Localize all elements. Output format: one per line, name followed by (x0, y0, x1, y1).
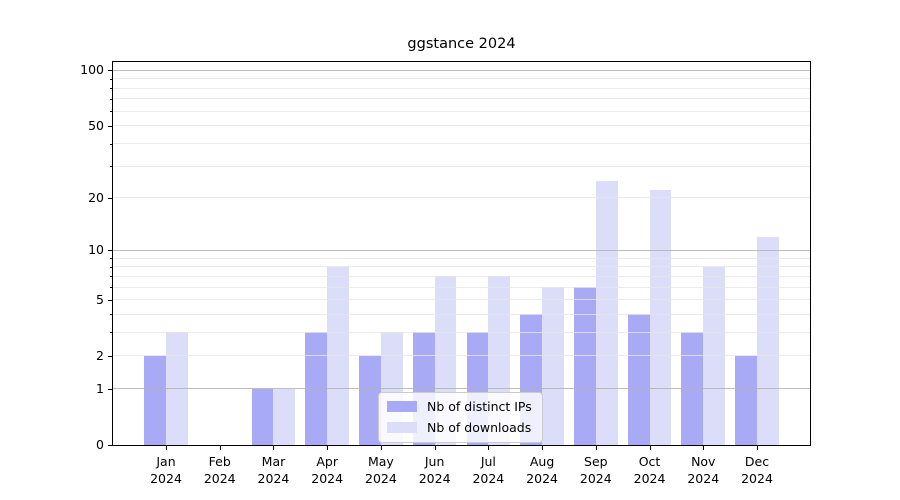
bar-downloads-mar (273, 388, 296, 445)
major-gridline (113, 69, 810, 71)
x-tick-label: Feb 2024 (203, 454, 236, 486)
minor-gridline (113, 286, 810, 288)
y-minor-tick (109, 332, 112, 334)
x-tick (166, 446, 167, 450)
y-minor-tick (109, 258, 112, 260)
y-minor-tick (109, 266, 112, 268)
y-tick-label: 50 (88, 117, 104, 133)
y-minor-tick (109, 276, 112, 278)
minor-gridline (113, 299, 810, 301)
legend-swatch-downloads-icon (387, 422, 417, 433)
x-tick (703, 446, 705, 450)
x-tick-label: Jul 2024 (472, 454, 505, 486)
x-tick (488, 446, 490, 450)
legend-label-downloads: Nb of downloads (427, 420, 532, 435)
x-tick (327, 446, 329, 450)
legend: Nb of distinct IPs Nb of downloads (378, 392, 543, 443)
y-minor-tick (109, 197, 112, 199)
minor-gridline (113, 355, 810, 357)
major-gridline (113, 249, 810, 251)
bar-distinct-ips-oct (627, 314, 650, 445)
x-tick-label: Mar 2024 (257, 454, 290, 486)
y-minor-tick (109, 125, 112, 127)
y-minor-tick (109, 299, 112, 301)
minor-gridline (113, 125, 810, 127)
y-tick-label: 100 (80, 62, 104, 78)
y-tick-label: 2 (96, 347, 104, 363)
x-tick (380, 446, 382, 450)
minor-gridline (113, 313, 810, 315)
minor-gridline (113, 257, 810, 259)
minor-gridline (113, 110, 810, 112)
minor-gridline (113, 143, 810, 145)
bar-distinct-ips-sep (574, 287, 596, 445)
y-tick-label: 10 (88, 242, 104, 258)
x-tick-label: Jun 2024 (418, 454, 451, 486)
bar-distinct-ips-jan (144, 355, 166, 445)
x-tick-label: Apr 2024 (311, 454, 344, 486)
y-tick (108, 388, 112, 390)
y-tick-label: 1 (96, 380, 104, 396)
bar-distinct-ips-mar (251, 388, 274, 445)
major-gridline (113, 388, 810, 390)
y-tick (108, 445, 112, 446)
minor-gridline (113, 165, 810, 167)
grid-layer (113, 62, 810, 445)
x-tick-label: Jan 2024 (150, 454, 182, 486)
y-minor-tick (109, 166, 112, 168)
legend-entry-distinct-ips: Nb of distinct IPs (387, 399, 532, 414)
minor-gridline (113, 266, 810, 268)
x-tick (219, 446, 221, 450)
x-tick (649, 446, 651, 450)
y-minor-tick (109, 143, 112, 145)
y-minor-tick (109, 98, 112, 100)
chart-title: ggstance 2024 (407, 36, 516, 52)
x-tick (542, 446, 544, 450)
legend-swatch-distinct-ips-icon (387, 401, 417, 412)
x-tick (434, 446, 436, 450)
x-tick-label: Oct 2024 (633, 454, 666, 486)
legend-entry-downloads: Nb of downloads (387, 420, 532, 435)
minor-gridline (113, 87, 810, 89)
x-tick-label: Dec 2024 (741, 454, 773, 486)
bar-distinct-ips-may (359, 355, 381, 445)
y-minor-tick (109, 287, 112, 289)
y-tick-label: 0 (96, 437, 104, 452)
x-tick-label: Aug 2024 (526, 454, 558, 486)
y-minor-tick (109, 88, 112, 90)
bar-downloads-sep (595, 180, 618, 445)
x-tick-label: May 2024 (365, 454, 397, 486)
y-minor-tick (109, 355, 112, 357)
x-tick-label: Nov 2024 (687, 454, 720, 486)
x-tick (757, 446, 758, 450)
bar-downloads-oct (649, 190, 672, 445)
minor-gridline (113, 331, 810, 333)
y-tick-label: 5 (96, 291, 104, 307)
y-tick (108, 70, 112, 72)
bar-downloads-aug (542, 287, 564, 445)
minor-gridline (113, 78, 810, 80)
plot-area: Nb of distinct IPs Nb of downloads (112, 61, 811, 446)
y-minor-tick (109, 78, 112, 80)
bar-downloads-dec (757, 236, 779, 445)
minor-gridline (113, 98, 810, 100)
x-tick-label: Sep 2024 (579, 454, 612, 486)
y-tick (108, 250, 112, 252)
bar-distinct-ips-dec (735, 355, 757, 445)
y-minor-tick (109, 111, 112, 113)
x-tick (273, 446, 275, 450)
legend-label-distinct-ips: Nb of distinct IPs (427, 399, 532, 414)
x-tick (595, 446, 597, 450)
y-minor-tick (109, 314, 112, 316)
minor-gridline (113, 197, 810, 199)
minor-gridline (113, 275, 810, 277)
y-tick-label: 20 (88, 189, 104, 205)
